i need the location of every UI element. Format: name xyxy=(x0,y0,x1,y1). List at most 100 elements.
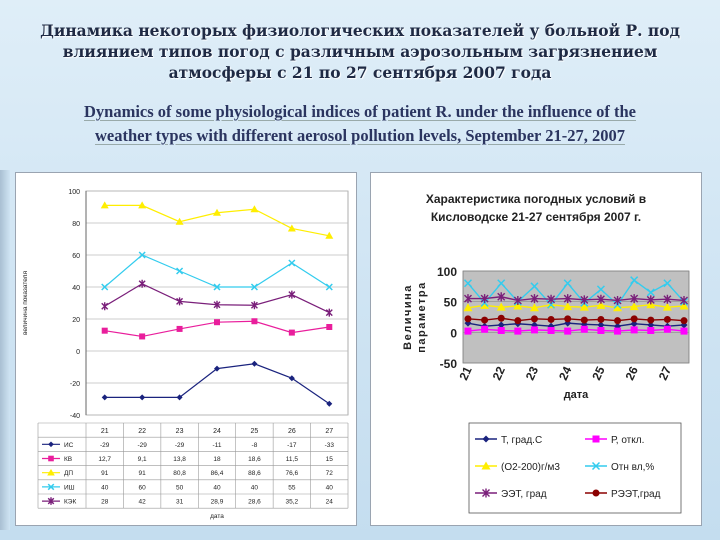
series-КВ xyxy=(101,318,333,340)
data-cell: 91 xyxy=(139,470,147,477)
data-point xyxy=(497,279,506,288)
data-point xyxy=(647,326,655,334)
chart-title: Характеристика погодных условий в Кислово… xyxy=(426,192,646,224)
data-point xyxy=(463,303,473,312)
data-cell: -8 xyxy=(252,442,258,449)
english-title-line: Dynamics of some physiological indices o… xyxy=(84,102,636,121)
x-tick-label: 26 xyxy=(288,428,296,435)
data-cell: 86,4 xyxy=(211,470,224,477)
legend-marker xyxy=(47,497,55,505)
data-cell: 72 xyxy=(326,470,334,477)
x-tick-label: 24 xyxy=(213,428,221,435)
legend-item: (O2-200)г/м3 xyxy=(475,461,560,473)
table-row: КЭК 28 42 31 28,9 28,6 35,2 24 xyxy=(42,497,334,506)
data-cell: 28 xyxy=(101,499,109,506)
data-point xyxy=(101,302,109,311)
data-cell: 42 xyxy=(139,499,147,506)
legend-item: Т, град.С xyxy=(475,435,542,446)
series-(O2-200)г/м3 xyxy=(463,300,689,312)
chart-title-line: Кисловодске 21-27 сентября 2007 г. xyxy=(431,210,641,224)
x-tick-label: 21 xyxy=(101,428,109,435)
data-point xyxy=(613,295,622,305)
data-cell: 13,8 xyxy=(173,456,186,463)
data-point xyxy=(497,314,505,322)
y-tick-label: 40 xyxy=(72,285,80,292)
y-axis-label: величина показателя xyxy=(22,271,29,335)
data-cell: 55 xyxy=(288,484,296,491)
data-point xyxy=(326,400,333,407)
data-point xyxy=(288,329,295,336)
data-point xyxy=(663,279,672,288)
legend-marker xyxy=(47,483,55,491)
legend-item: РЭЭТ,град xyxy=(585,489,661,500)
data-cell: 24 xyxy=(326,499,334,506)
data-cell: 28,9 xyxy=(211,499,224,506)
legend-marker xyxy=(47,468,55,476)
russian-title-line: атмосферы с 21 по 27 сентября 2007 года xyxy=(168,63,552,82)
table-row: КВ 12,7 9,1 13,8 18 18,6 11,5 15 xyxy=(42,455,333,463)
y-tick-label: 20 xyxy=(72,317,80,324)
data-point xyxy=(288,290,296,299)
data-cell: -17 xyxy=(287,442,297,449)
x-tick-label: 26 xyxy=(623,364,641,382)
weather-chart: Характеристика погодных условий в Кислово… xyxy=(402,192,690,514)
data-point xyxy=(530,326,538,334)
legend-label: ДП xyxy=(64,470,73,477)
data-point xyxy=(629,302,639,311)
data-point xyxy=(251,360,258,367)
legend-box xyxy=(468,422,682,514)
data-cell: 40 xyxy=(326,484,334,491)
data-point xyxy=(101,327,108,334)
chart-title-line: Характеристика погодных условий в xyxy=(426,192,646,206)
data-point xyxy=(250,205,259,213)
legend-label: КВ xyxy=(64,456,72,463)
data-point xyxy=(530,294,539,304)
legend-item: Отн вл,% xyxy=(585,461,654,473)
data-point xyxy=(101,394,108,401)
data-point xyxy=(325,231,334,239)
data-point xyxy=(480,300,490,309)
data-point xyxy=(564,315,572,323)
data-point xyxy=(530,282,539,291)
english-title-line: weather types with different aerosol pol… xyxy=(95,126,625,145)
data-cell: 80,8 xyxy=(173,470,186,477)
data-point xyxy=(463,294,472,304)
series-ИШ xyxy=(101,251,333,291)
legend-marker xyxy=(482,435,490,443)
data-point xyxy=(464,315,472,323)
data-point xyxy=(138,279,146,288)
data-point xyxy=(564,327,572,335)
legend-marker xyxy=(591,461,601,471)
data-point xyxy=(288,259,296,267)
data-point xyxy=(579,302,589,311)
data-point xyxy=(213,300,221,309)
weather-chart-panel: Характеристика погодных условий в Кислово… xyxy=(370,172,702,526)
legend-label: ЭЭТ, град xyxy=(501,489,547,500)
data-point xyxy=(176,394,183,401)
legend-marker xyxy=(592,435,600,443)
legend-label: (O2-200)г/м3 xyxy=(501,462,560,473)
data-point xyxy=(663,315,671,323)
legend-item: Р, откл. xyxy=(585,435,644,446)
legend-marker xyxy=(481,461,491,470)
data-point xyxy=(214,319,220,326)
y-tick-label: 0 xyxy=(450,326,457,340)
data-point xyxy=(139,333,146,340)
x-tick-label: 23 xyxy=(176,428,184,435)
y-tick-label: -40 xyxy=(70,413,80,420)
x-axis-label: дата xyxy=(564,389,589,401)
data-point xyxy=(250,283,258,291)
x-tick-label: 25 xyxy=(589,364,607,382)
data-point xyxy=(580,316,588,324)
y-tick-label: 60 xyxy=(72,253,80,260)
data-point xyxy=(176,267,184,275)
data-point xyxy=(496,302,506,311)
data-point xyxy=(662,302,672,311)
legend-label: ИС xyxy=(64,442,74,449)
data-point xyxy=(596,294,605,304)
data-cell: 91 xyxy=(101,470,109,477)
legend-marker xyxy=(482,488,490,498)
data-point xyxy=(597,326,605,334)
x-tick-label: 22 xyxy=(490,364,508,382)
x-tick-label: 21 xyxy=(456,364,474,382)
